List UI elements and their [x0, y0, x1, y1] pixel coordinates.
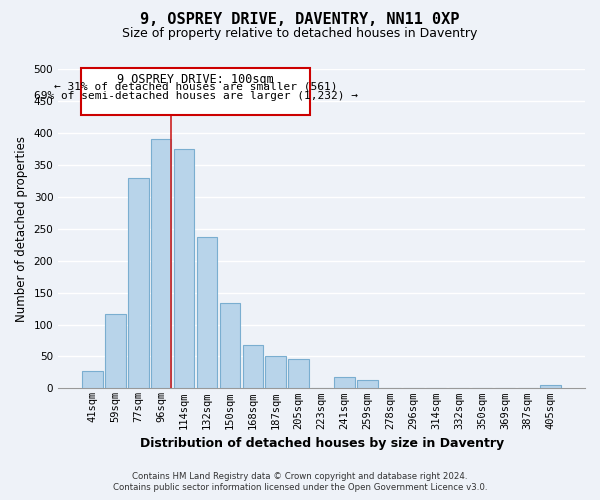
Text: 9, OSPREY DRIVE, DAVENTRY, NN11 0XP: 9, OSPREY DRIVE, DAVENTRY, NN11 0XP [140, 12, 460, 28]
Bar [105, 314, 125, 388]
Text: 69% of semi-detached houses are larger (1,232) →: 69% of semi-detached houses are larger (… [34, 90, 358, 101]
Text: Contains HM Land Registry data © Crown copyright and database right 2024.: Contains HM Land Registry data © Crown c… [132, 472, 468, 481]
Text: Contains public sector information licensed under the Open Government Licence v3: Contains public sector information licen… [113, 484, 487, 492]
Text: Size of property relative to detached houses in Daventry: Size of property relative to detached ho… [122, 28, 478, 40]
Bar [174, 149, 194, 388]
Text: 9 OSPREY DRIVE: 100sqm: 9 OSPREY DRIVE: 100sqm [117, 73, 274, 86]
Bar [197, 237, 217, 388]
Bar [128, 178, 149, 388]
Bar [541, 385, 561, 388]
Bar [357, 380, 378, 388]
Bar [334, 377, 355, 388]
X-axis label: Distribution of detached houses by size in Daventry: Distribution of detached houses by size … [140, 437, 503, 450]
Bar [82, 370, 103, 388]
Bar [265, 356, 286, 388]
Bar [151, 140, 172, 388]
Bar [220, 304, 240, 388]
Text: ← 31% of detached houses are smaller (561): ← 31% of detached houses are smaller (56… [54, 82, 337, 92]
Y-axis label: Number of detached properties: Number of detached properties [15, 136, 28, 322]
Bar [242, 345, 263, 389]
Bar [289, 359, 309, 388]
FancyBboxPatch shape [81, 68, 310, 115]
